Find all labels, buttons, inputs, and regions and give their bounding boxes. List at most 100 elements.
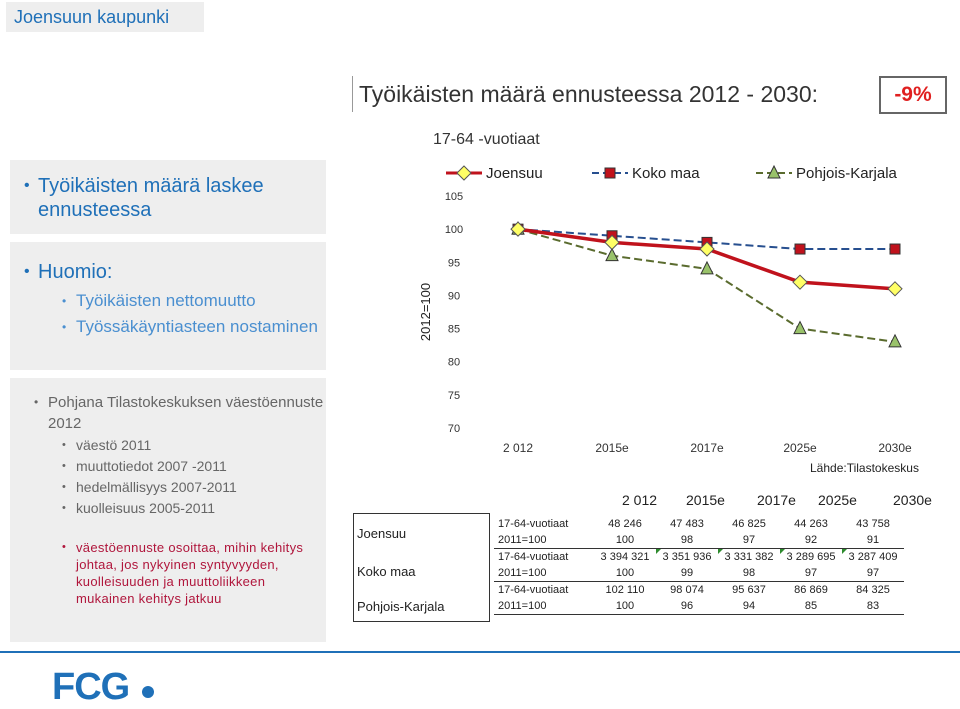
- data-point-0: [699, 241, 715, 257]
- source-item: kuolleisuus 2005-2011: [10, 498, 326, 519]
- x-tick-label: 2 012: [503, 441, 533, 455]
- footer-divider: [0, 651, 960, 653]
- data-point-2: [888, 333, 902, 348]
- y-tick-label: 70: [448, 423, 460, 435]
- table-cell: 43 758: [856, 518, 890, 530]
- note-title: Huomio:: [10, 260, 326, 284]
- table-cell: 47 483: [670, 518, 704, 530]
- table-cell: 3 289 695: [780, 548, 842, 566]
- row-label: 17-64-vuotiaat: [498, 551, 569, 563]
- source-note: Lähde:Tilastokeskus: [810, 461, 919, 475]
- header-org-box: Joensuun kaupunki: [6, 2, 204, 32]
- table-header: 2 012: [622, 492, 658, 508]
- table-cell: 98: [718, 565, 780, 582]
- region-label: Pohjois-Karjala: [357, 599, 445, 614]
- y-tick-label: 105: [445, 191, 463, 203]
- data-point-1: [889, 243, 901, 255]
- legend-label: Koko maa: [632, 165, 700, 182]
- source-item: muuttotiedot 2007 -2011: [10, 456, 326, 477]
- data-table: 17-64-vuotiaat 48 246 47 483 46 825 44 2…: [494, 516, 904, 615]
- table-cell: 91: [842, 532, 904, 549]
- x-tick-label: 2025e: [783, 441, 817, 455]
- table-cell: 95 637: [732, 584, 766, 596]
- table-cell: 98: [656, 532, 718, 549]
- page-title: Työikäisten määrä ennusteessa 2012 - 203…: [352, 76, 872, 112]
- table-cell: 83: [842, 598, 904, 615]
- table-cell: 3 351 936: [656, 548, 718, 566]
- panel-source: Pohjana Tilastokeskuksen väestöennuste 2…: [10, 378, 326, 642]
- table-header: 2017e: [757, 492, 796, 508]
- fcg-logo: FCG: [52, 666, 130, 708]
- panel-note: Huomio: Työikäisten nettomuutto Työssäkä…: [10, 242, 326, 370]
- table-row: 17-64-vuotiaat 102 110 98 074 95 637 86 …: [494, 582, 904, 599]
- legend-label: Pohjois-Karjala: [796, 165, 898, 182]
- org-name: Joensuun kaupunki: [14, 6, 170, 27]
- y-tick-label: 95: [448, 257, 460, 269]
- table-cell: 86 869: [794, 584, 828, 596]
- table-header: 2015e: [686, 492, 725, 508]
- data-point-0: [604, 234, 620, 251]
- table-cell: 92: [780, 532, 842, 549]
- table-cell: 98 074: [670, 584, 704, 596]
- row-label: 2011=100: [494, 598, 594, 615]
- legend-marker: [604, 167, 616, 179]
- legend-marker: [456, 165, 472, 181]
- y-tick-label: 75: [448, 390, 460, 402]
- chart-subtitle: 17-64 -vuotiaat: [433, 131, 540, 148]
- x-tick-label: 2017e: [690, 441, 724, 455]
- y-tick-label: 80: [448, 357, 460, 369]
- x-tick-label: 2030e: [878, 441, 912, 455]
- table-header: 2025e: [818, 492, 857, 508]
- note-item: Työssäkäyntiasteen nostaminen: [10, 316, 326, 338]
- series-line-1: [517, 228, 895, 251]
- source-title: Pohjana Tilastokeskuksen väestöennuste 2…: [10, 392, 326, 434]
- row-label: 2011=100: [494, 565, 594, 582]
- table-row: 2011=100 100 98 97 92 91: [494, 532, 904, 549]
- table-cell: 3 394 321: [600, 551, 650, 563]
- logo-dot: [142, 686, 154, 698]
- table-row: 17-64-vuotiaat 48 246 47 483 46 825 44 2…: [494, 516, 904, 532]
- legend-marker: [767, 164, 781, 179]
- table-cell: 94: [718, 598, 780, 615]
- table-cell: 99: [656, 565, 718, 582]
- data-point-0: [792, 274, 808, 290]
- table-cell: 97: [718, 532, 780, 549]
- row-label: 2011=100: [494, 532, 594, 549]
- table-cell: 85: [780, 598, 842, 615]
- y-tick-label: 85: [448, 324, 460, 336]
- data-point-0: [510, 221, 526, 237]
- region-label: Joensuu: [357, 526, 407, 541]
- table-cell: 84 325: [856, 584, 890, 596]
- data-point-2: [605, 247, 619, 262]
- table-header: 2030e: [893, 492, 932, 508]
- source-item: väestö 2011: [10, 435, 326, 456]
- y-tick-label: 90: [448, 290, 460, 302]
- table-row: 17-64-vuotiaat 3 394 321 3 351 936 3 331…: [494, 548, 904, 566]
- table-row: 2011=100 100 99 98 97 97: [494, 565, 904, 582]
- data-point-2: [700, 260, 714, 275]
- table-cell: 44 263: [794, 518, 828, 530]
- table-cell: 97: [842, 565, 904, 582]
- table-cell: 48 246: [608, 518, 642, 530]
- note-item: Työikäisten nettomuutto: [10, 290, 326, 312]
- table-cell: 96: [656, 598, 718, 615]
- y-tick-label: 100: [445, 224, 463, 236]
- y-axis-label: 2012=100: [418, 283, 433, 341]
- table-cell: 3 287 409: [842, 548, 904, 566]
- table-row: 2011=100 100 96 94 85 83: [494, 598, 904, 615]
- table-cell: 46 825: [732, 518, 766, 530]
- row-label: 17-64-vuotiaat: [498, 518, 569, 530]
- table-cell: 100: [594, 598, 656, 615]
- panel-summary: Työikäisten määrä laskee ennusteessa: [10, 160, 326, 234]
- table-cell: 3 331 382: [718, 548, 780, 566]
- source-item: hedelmällisyys 2007-2011: [10, 477, 326, 498]
- summary-bullet: Työikäisten määrä laskee ennusteessa: [10, 174, 326, 222]
- conclusion-text: väestöennuste osoittaa, mihin kehitys jo…: [10, 539, 326, 607]
- table-cell: 100: [594, 532, 656, 549]
- x-tick-label: 2015e: [595, 441, 629, 455]
- table-cell: 102 110: [605, 584, 645, 596]
- region-label-box: Joensuu Koko maa Pohjois-Karjala: [353, 513, 490, 622]
- data-point-2: [793, 320, 807, 335]
- table-cell: 97: [780, 565, 842, 582]
- row-label: 17-64-vuotiaat: [498, 584, 569, 596]
